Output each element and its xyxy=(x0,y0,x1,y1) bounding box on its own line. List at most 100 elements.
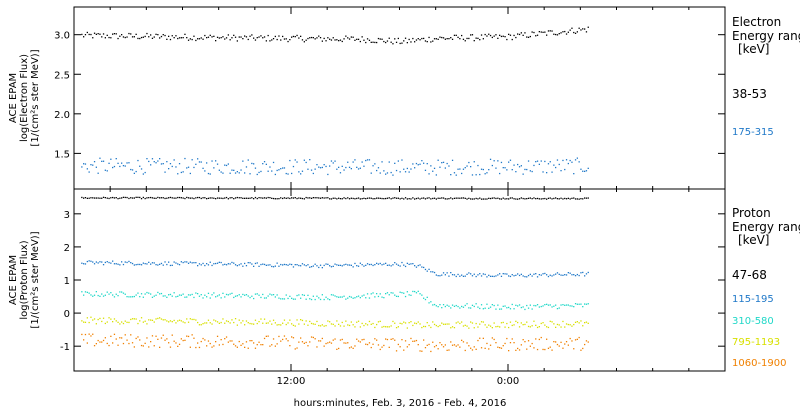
data-point xyxy=(128,296,130,298)
data-point xyxy=(267,170,269,172)
data-point xyxy=(92,37,94,39)
data-point xyxy=(332,197,334,199)
data-point xyxy=(256,173,258,176)
data-point xyxy=(274,173,276,176)
proton-legend-item: 47-68 xyxy=(732,268,767,282)
data-point xyxy=(153,345,155,347)
data-point xyxy=(477,339,479,342)
data-point xyxy=(450,37,452,39)
data-point xyxy=(551,321,553,323)
data-point xyxy=(207,197,210,199)
data-point xyxy=(432,321,434,323)
data-point xyxy=(356,321,358,323)
data-point xyxy=(316,197,318,199)
data-point xyxy=(102,295,105,297)
data-point xyxy=(222,172,224,174)
data-point xyxy=(587,322,589,324)
data-point xyxy=(101,293,103,295)
data-point xyxy=(546,303,548,305)
data-point xyxy=(457,344,459,346)
data-point xyxy=(292,165,295,168)
data-point xyxy=(86,31,88,34)
data-point xyxy=(379,320,381,322)
data-point xyxy=(439,342,441,344)
data-point xyxy=(195,39,197,42)
data-point xyxy=(426,322,428,324)
data-point xyxy=(169,320,172,322)
data-point xyxy=(401,339,403,341)
data-point xyxy=(97,172,99,174)
data-point xyxy=(395,327,398,329)
data-point xyxy=(307,264,309,266)
data-point xyxy=(186,167,188,169)
data-point xyxy=(556,159,559,161)
data-point xyxy=(531,325,533,327)
data-point xyxy=(310,336,313,338)
data-point xyxy=(517,305,519,307)
data-point xyxy=(173,319,175,322)
data-point xyxy=(283,335,286,337)
data-point xyxy=(499,326,501,328)
data-point xyxy=(401,42,403,44)
data-point xyxy=(491,164,493,167)
data-point xyxy=(397,326,399,328)
data-point xyxy=(479,173,481,176)
data-point xyxy=(238,340,240,343)
data-point xyxy=(357,265,360,267)
data-point xyxy=(410,321,412,323)
data-point xyxy=(574,339,577,341)
data-point xyxy=(488,33,490,35)
data-point xyxy=(146,197,148,199)
data-point xyxy=(518,33,521,36)
data-point xyxy=(493,197,495,199)
data-point xyxy=(169,346,172,348)
data-point xyxy=(571,27,573,29)
data-point xyxy=(160,318,163,320)
data-point xyxy=(341,265,343,267)
data-point xyxy=(191,334,193,336)
data-point xyxy=(265,322,267,324)
data-point xyxy=(451,274,454,276)
data-point xyxy=(390,292,392,294)
data-point xyxy=(374,163,376,165)
data-point xyxy=(236,346,238,348)
data-point xyxy=(461,172,463,175)
data-point xyxy=(260,197,262,199)
data-point xyxy=(240,296,242,298)
data-point xyxy=(142,345,144,347)
data-point xyxy=(108,293,110,295)
data-point xyxy=(133,172,135,174)
data-point xyxy=(455,345,457,347)
data-point xyxy=(336,320,338,322)
data-point xyxy=(115,320,117,322)
data-point xyxy=(84,197,87,199)
data-point xyxy=(347,264,349,266)
data-point xyxy=(555,304,557,306)
data-point xyxy=(133,295,135,298)
data-point xyxy=(357,38,360,40)
data-point xyxy=(517,198,519,200)
data-point xyxy=(475,275,477,278)
data-point xyxy=(363,294,365,296)
data-point xyxy=(406,42,408,44)
data-point xyxy=(283,298,286,300)
data-point xyxy=(157,317,159,320)
data-point xyxy=(200,161,202,163)
data-point xyxy=(84,163,87,165)
data-point xyxy=(341,40,343,43)
data-point xyxy=(309,320,311,323)
data-point xyxy=(343,197,345,199)
data-point xyxy=(365,323,367,325)
data-point xyxy=(356,197,358,200)
data-point xyxy=(419,264,421,266)
data-point xyxy=(113,33,116,35)
data-point xyxy=(491,275,493,277)
data-point xyxy=(515,198,517,200)
data-point xyxy=(193,337,195,339)
data-point xyxy=(168,168,170,170)
data-point xyxy=(265,335,267,337)
data-point xyxy=(547,197,550,199)
data-point xyxy=(112,342,114,344)
data-point xyxy=(271,170,273,172)
data-point xyxy=(399,42,401,45)
